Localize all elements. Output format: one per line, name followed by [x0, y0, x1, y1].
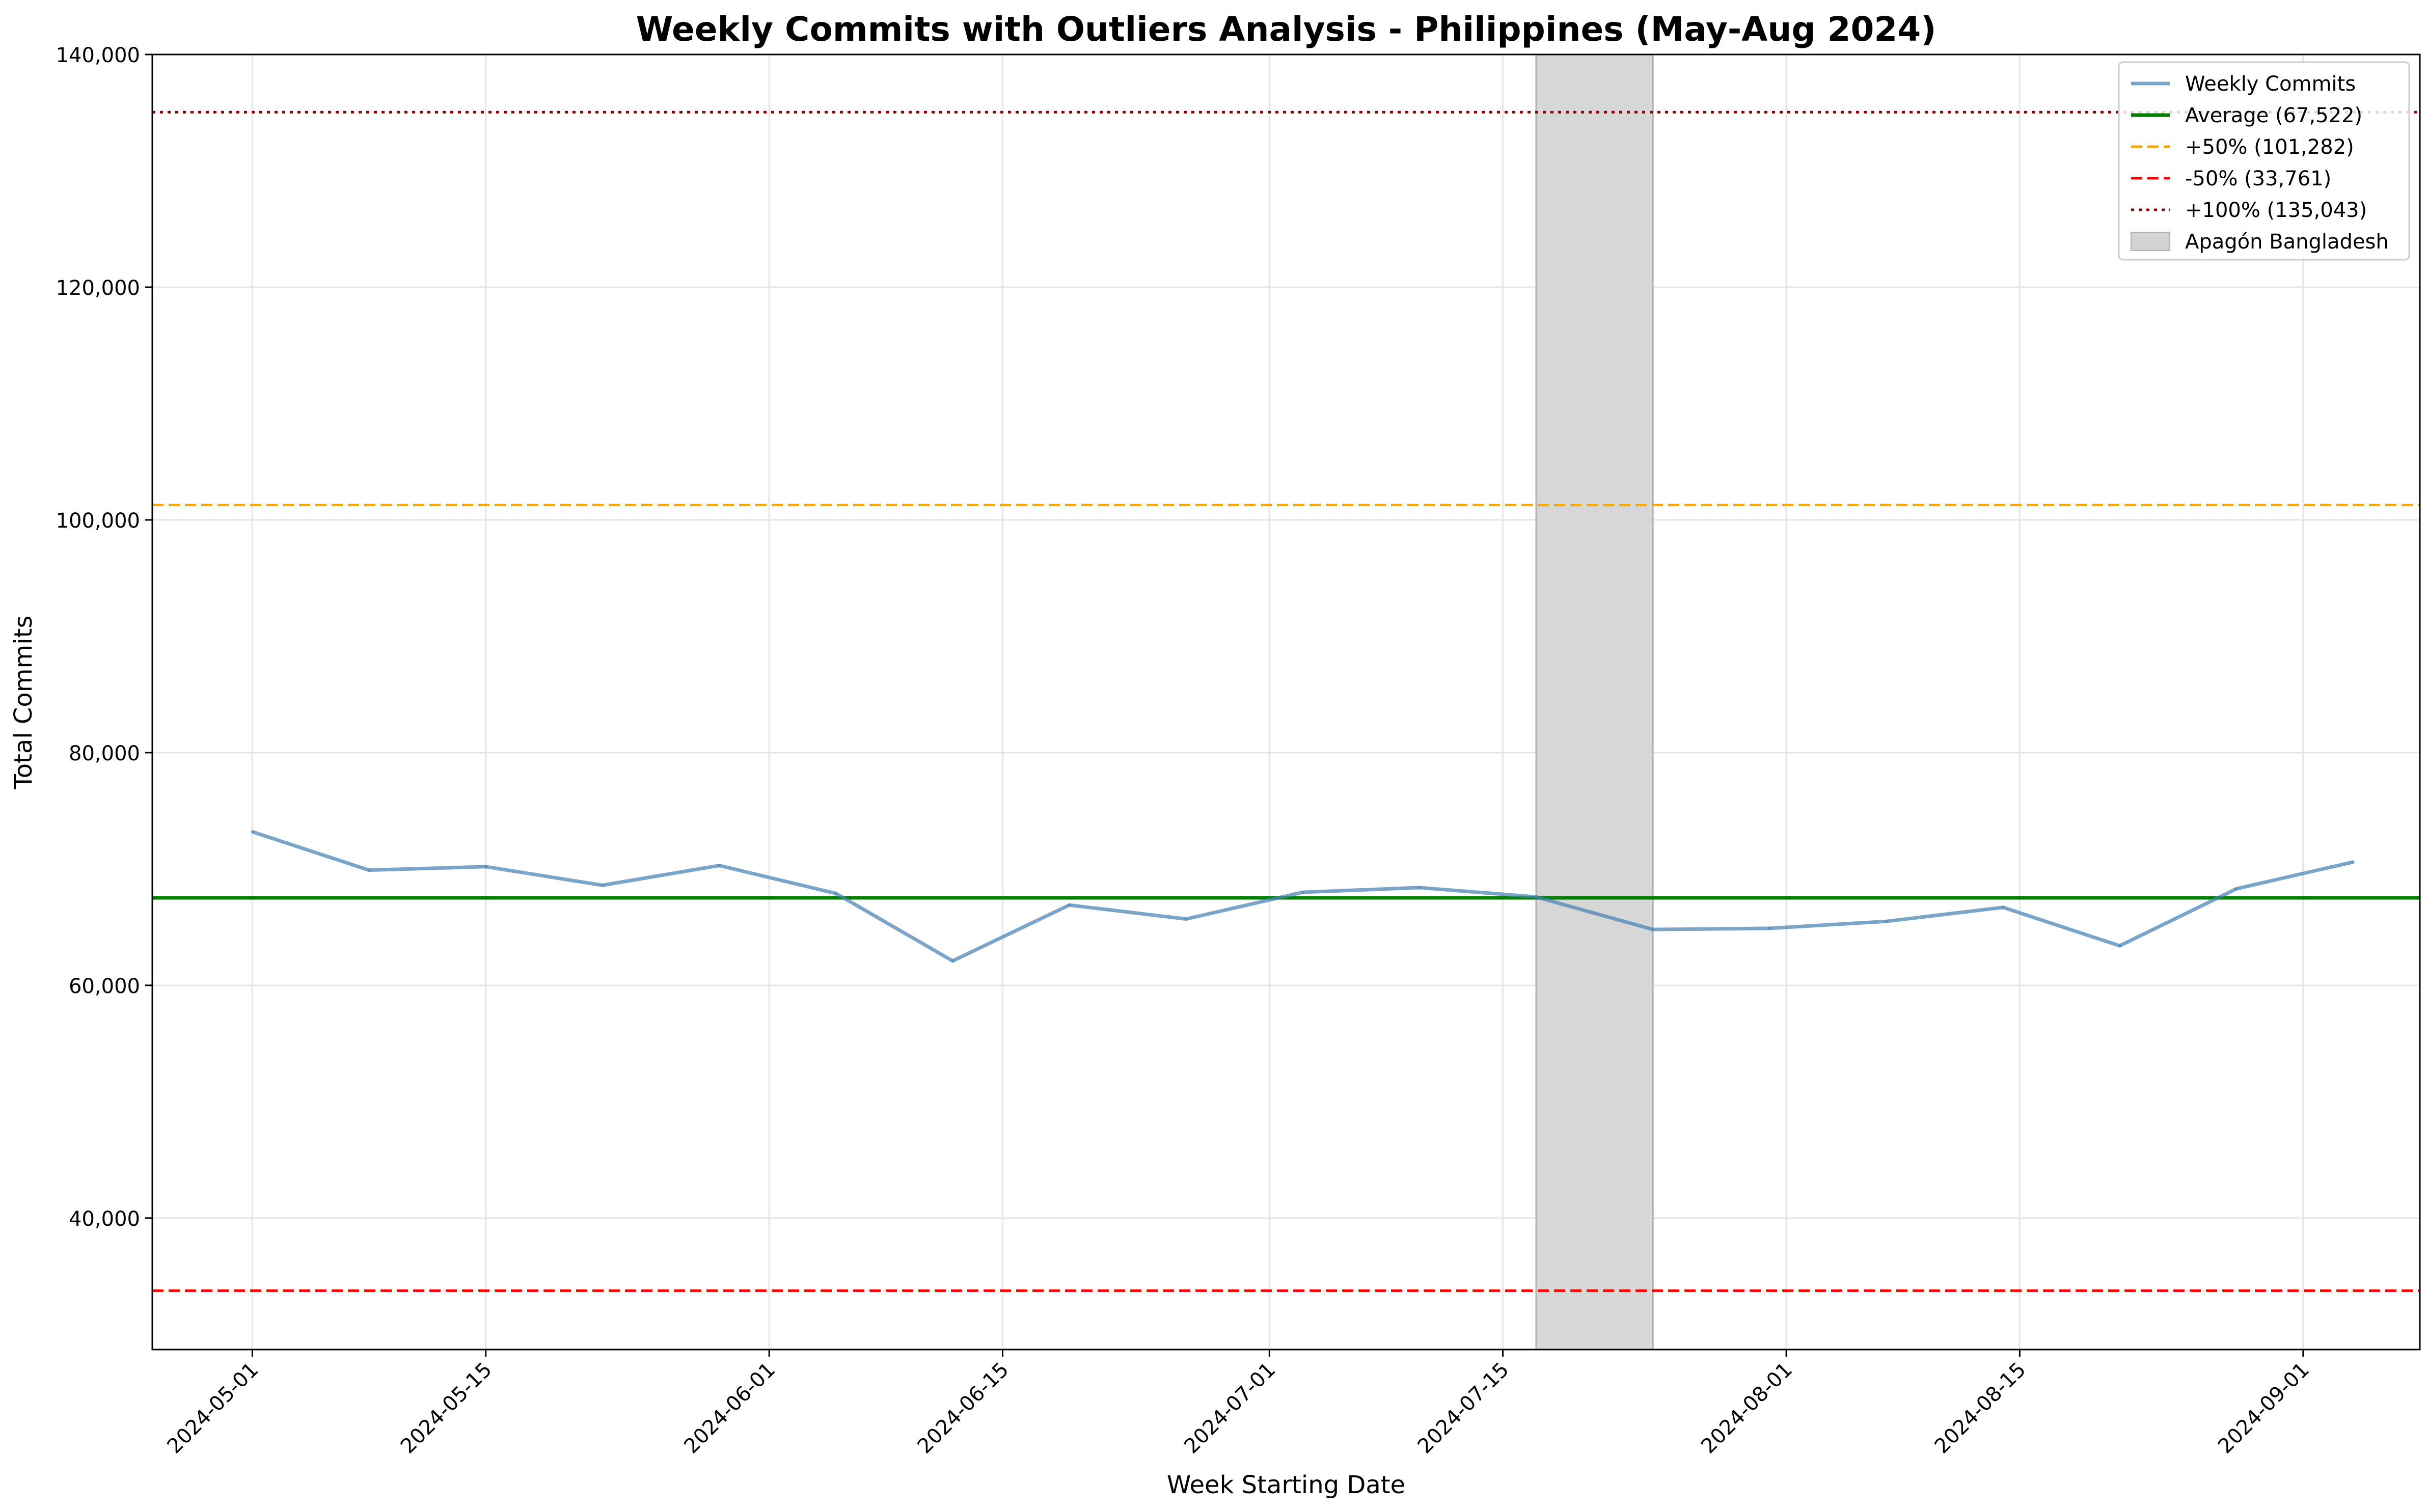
y-tick-label: 140,000: [56, 44, 140, 67]
legend-swatch: [2131, 232, 2170, 251]
data-point: [718, 864, 721, 867]
data-point: [951, 959, 955, 963]
data-point: [1885, 920, 1888, 923]
legend-label: Apagón Bangladesh: [2185, 230, 2389, 254]
y-tick-label: 120,000: [56, 277, 140, 300]
data-point: [1535, 895, 1538, 899]
axes-frame: [151, 53, 2421, 1351]
shaded-region-apagon: [1535, 53, 1654, 1351]
legend-label: -50% (33,761): [2185, 167, 2331, 190]
data-point: [834, 892, 838, 895]
data-point: [1417, 886, 1421, 889]
data-point: [1184, 917, 1188, 921]
legend-box: [2118, 61, 2410, 261]
data-point: [367, 868, 371, 872]
data-point: [1068, 903, 1071, 907]
data-point: [2234, 887, 2238, 891]
legend-label: Weekly Commits: [2185, 72, 2356, 96]
chart-title: Weekly Commits with Outliers Analysis - …: [636, 10, 1937, 49]
data-point: [1301, 891, 1304, 894]
data-point: [2001, 905, 2005, 909]
y-axis-label: Total Commits: [9, 616, 38, 790]
data-point: [251, 830, 254, 834]
data-point: [2352, 860, 2355, 864]
data-point: [1768, 926, 1771, 930]
legend: Weekly Commits Average (67,522) +50% (101,…: [2118, 61, 2410, 261]
x-axis-label: Week Starting Date: [1167, 1471, 1405, 1499]
y-tick-label: 60,000: [69, 975, 140, 998]
y-tick-label: 80,000: [69, 742, 140, 765]
legend-label: Average (67,522): [2185, 104, 2362, 127]
data-point: [601, 884, 604, 887]
y-tick-label: 40,000: [69, 1207, 140, 1231]
legend-label: +50% (101,282): [2185, 135, 2354, 159]
data-point: [1651, 928, 1655, 931]
y-tick-label: 100,000: [56, 509, 140, 533]
data-point: [2118, 944, 2121, 948]
legend-label: +100% (135,043): [2185, 199, 2367, 222]
data-point: [484, 865, 487, 868]
